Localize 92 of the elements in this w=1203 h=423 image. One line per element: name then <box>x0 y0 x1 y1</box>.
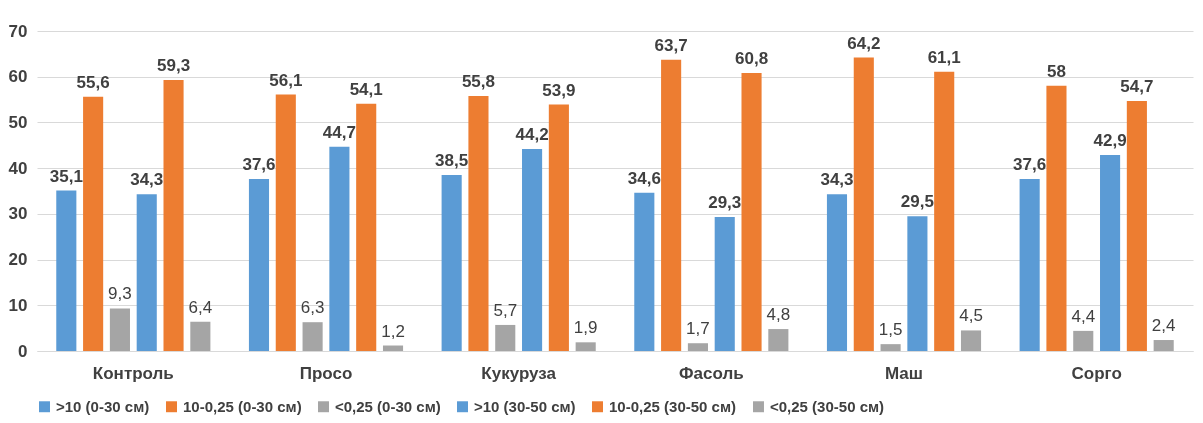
bar <box>275 94 296 351</box>
bar <box>880 344 901 351</box>
bar <box>1019 179 1040 351</box>
bar <box>960 330 982 351</box>
data-label: 55,6 <box>76 72 110 92</box>
x-tick-label: Маш <box>885 363 923 383</box>
bar <box>548 104 569 351</box>
data-label: 34,3 <box>130 170 164 190</box>
bar <box>853 57 874 351</box>
bar <box>768 329 789 351</box>
bar <box>1153 340 1174 351</box>
data-label: 4,8 <box>766 305 791 325</box>
bar <box>714 217 735 351</box>
y-tick-label: 40 <box>8 158 28 178</box>
bar <box>56 190 77 351</box>
bar <box>302 322 323 351</box>
bar <box>248 179 270 351</box>
x-tick-label: Контроль <box>92 363 174 383</box>
bar <box>687 343 708 351</box>
bar <box>190 321 211 351</box>
y-tick-label: 10 <box>8 295 28 315</box>
y-tick-label: 30 <box>8 204 28 224</box>
data-label: 6,3 <box>300 298 325 318</box>
legend-label: 10-0,25 (0-30 см) <box>183 397 302 415</box>
data-label: 9,3 <box>108 284 132 304</box>
data-label: 29,3 <box>708 193 742 213</box>
data-label: 34,6 <box>627 168 661 188</box>
bar <box>634 192 655 351</box>
data-label: 55,8 <box>461 71 495 91</box>
legend-label: <0,25 (30-50 см) <box>770 397 885 415</box>
data-label: 44,2 <box>515 124 549 144</box>
x-tick-label: Просо <box>299 363 353 383</box>
bar <box>1046 85 1067 351</box>
data-label: 58 <box>1047 61 1066 81</box>
data-label: 44,7 <box>322 122 356 142</box>
y-tick-label: 60 <box>8 67 28 87</box>
bar <box>382 345 404 351</box>
data-label: 53,9 <box>542 80 576 100</box>
y-tick-label: 20 <box>8 250 28 270</box>
data-label: 4,5 <box>959 306 983 326</box>
legend-label: 10-0,25 (30-50 см) <box>609 397 737 415</box>
data-label: 5,7 <box>493 300 518 320</box>
x-tick-label: Фасоль <box>679 363 744 383</box>
bar <box>109 308 130 351</box>
data-label: 1,2 <box>381 321 405 341</box>
y-tick-label: 50 <box>8 112 28 132</box>
data-label: 60,8 <box>735 49 769 69</box>
legend-label: >10 (30-50 см) <box>474 397 576 415</box>
bar <box>522 148 543 351</box>
bar <box>83 96 104 351</box>
data-label: 1,9 <box>573 318 598 338</box>
bar <box>495 324 516 351</box>
bar <box>741 73 762 351</box>
data-label: 4,4 <box>1071 306 1096 326</box>
bar <box>575 342 596 351</box>
y-tick-label: 70 <box>8 21 28 41</box>
data-label: 42,9 <box>1093 130 1127 150</box>
bar <box>826 194 848 351</box>
data-label: 1,5 <box>878 320 903 340</box>
x-tick-label: Сорго <box>1071 363 1122 383</box>
data-label: 61,1 <box>927 47 961 67</box>
bar <box>1073 330 1094 351</box>
data-label: 54,7 <box>1120 76 1154 96</box>
bar <box>468 95 489 351</box>
data-label: 54,1 <box>349 79 383 99</box>
bar <box>163 79 184 351</box>
data-label: 63,7 <box>654 35 688 55</box>
data-label: 64,2 <box>847 33 881 53</box>
bar <box>934 71 955 351</box>
data-label: 37,6 <box>242 155 276 175</box>
data-label: 38,5 <box>435 151 469 170</box>
data-label: 34,3 <box>820 170 854 190</box>
bar <box>1100 154 1121 351</box>
bar <box>136 194 157 351</box>
legend-label: <0,25 (0-30 см) <box>335 397 441 415</box>
bar <box>356 103 377 351</box>
bar <box>661 59 682 351</box>
data-label: 59,3 <box>157 55 191 75</box>
data-label: 37,6 <box>1013 155 1047 175</box>
data-label: 2,4 <box>1151 316 1176 336</box>
data-label: 1,7 <box>686 319 710 339</box>
bar <box>441 175 462 351</box>
data-label: 6,4 <box>188 297 213 317</box>
y-tick-label: 0 <box>18 341 28 361</box>
data-label: 56,1 <box>269 70 303 90</box>
legend-label: >10 (0-30 см) <box>56 397 150 415</box>
x-tick-label: Кукуруза <box>481 363 557 383</box>
bar <box>1126 100 1147 351</box>
data-label: 29,5 <box>900 192 934 212</box>
bar <box>329 146 350 351</box>
data-label: 35,1 <box>49 166 83 186</box>
bar <box>907 216 928 351</box>
